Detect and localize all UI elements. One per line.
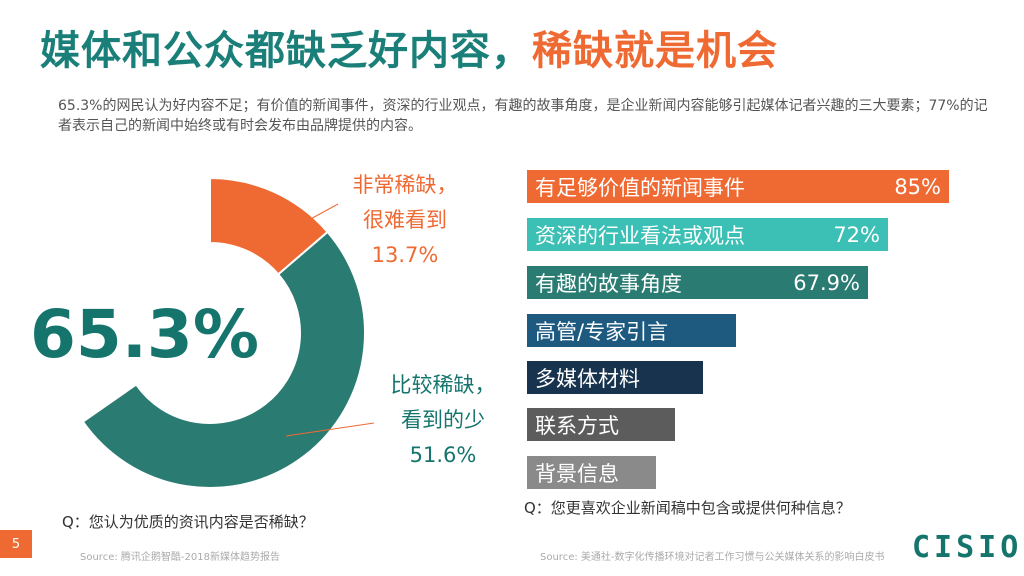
leader-line-0 xyxy=(275,203,339,239)
bar-category-label: 高管/专家引言 xyxy=(535,319,669,344)
segment-label-line1: 比较稀缺， xyxy=(390,373,496,397)
leader-line-1 xyxy=(285,422,375,437)
page-subtitle: 65.3%的网民认为好内容不足；有价值的新闻事件，资深的行业观点，有趣的故事角度… xyxy=(58,98,988,134)
bar-value-label: 85% xyxy=(894,174,941,199)
segment-label-very-scarce: 非常稀缺， 很难看到 13.7% xyxy=(340,168,470,273)
bar-6: 背景信息 xyxy=(527,456,656,489)
page-number: 5 xyxy=(0,530,32,558)
bar-value-label: 67.9% xyxy=(793,270,860,295)
donut-source: Source: 腾讯企鹅智酷-2018新媒体趋势报告 xyxy=(80,552,280,563)
segment-label-line1: 非常稀缺， xyxy=(352,173,458,197)
title-highlight: 稀缺就是机会 xyxy=(532,28,778,74)
donut-chart xyxy=(81,176,375,489)
bar-category-label: 有趣的故事角度 xyxy=(535,271,682,296)
segment-value-label: 51.6% xyxy=(409,443,477,467)
bar-1: 资深的行业看法或观点 72% xyxy=(527,218,888,251)
bar-category-label: 资深的行业看法或观点 xyxy=(535,223,745,248)
title-main: 媒体和公众都缺乏好内容， xyxy=(40,28,532,74)
brand-logo: CISION xyxy=(912,530,1024,565)
bar-category-label: 背景信息 xyxy=(535,461,619,486)
donut-segment-1 xyxy=(81,230,366,489)
bar-4: 多媒体材料 xyxy=(527,361,703,394)
bar-0: 有足够价值的新闻事件 85% xyxy=(527,170,949,203)
segment-label-line2: 很难看到 xyxy=(363,208,447,232)
bar-category-label: 多媒体材料 xyxy=(535,366,640,391)
segment-label-fairly-scarce: 比较稀缺， 看到的少 51.6% xyxy=(378,368,508,473)
bar-question: Q：您更喜欢企业新闻稿中包含或提供何种信息？ xyxy=(524,499,851,517)
bar-3: 高管/专家引言 xyxy=(527,314,736,347)
bar-value-label: 72% xyxy=(833,222,880,247)
donut-question: Q：您认为优质的资讯内容是否稀缺？ xyxy=(62,513,314,531)
bar-5: 联系方式 xyxy=(527,408,675,441)
bar-category-label: 联系方式 xyxy=(535,413,619,438)
page-title: 媒体和公众都缺乏好内容，稀缺就是机会 xyxy=(40,18,778,76)
segment-value-label: 13.7% xyxy=(371,243,439,267)
bar-2: 有趣的故事角度 67.9% xyxy=(527,266,868,299)
segment-label-line2: 看到的少 xyxy=(401,408,485,432)
donut-total-label: 65.3% xyxy=(30,296,259,373)
bar-source: Source: 美通社-数字化传播环境对记者工作习惯与公关媒体关系的影响白皮书 xyxy=(540,552,885,563)
bar-category-label: 有足够价值的新闻事件 xyxy=(535,175,745,200)
